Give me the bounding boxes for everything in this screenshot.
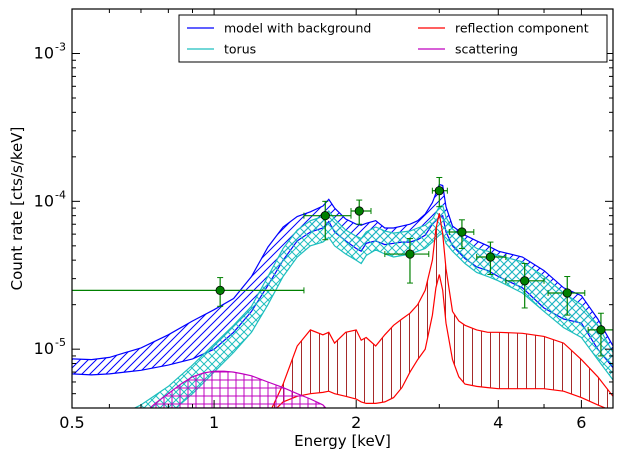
band-upper-model-with-background: [72, 183, 613, 361]
band-lower-scattering: [163, 407, 325, 408]
data-point-3: [350, 199, 372, 225]
legend-label-scattering: scattering: [455, 42, 518, 57]
band-scattering: [150, 371, 326, 408]
band-upper-scattering: [149, 370, 327, 408]
band-lower-reflection-component: [275, 274, 607, 408]
data-point-4: [384, 238, 430, 284]
legend-box: [178, 14, 608, 63]
x-tick-label: 6: [576, 413, 586, 432]
legend-label-model-with-background: model with background: [224, 21, 371, 36]
data-point-2: [303, 200, 352, 241]
y-tick-exponent: -5: [55, 336, 66, 349]
y-axis-label: Count rate [cts/s/keV]: [8, 127, 26, 291]
legend-label-reflection-component: reflection component: [455, 21, 589, 36]
x-tick-label: 0.5: [59, 413, 84, 432]
band-upper-reflection-component: [271, 213, 613, 408]
data-point-8: [505, 262, 545, 309]
y-tick-label: 10: [34, 339, 54, 358]
data-point-6: [448, 219, 475, 249]
x-axis-label: Energy [keV]: [294, 432, 391, 450]
x-tick-label: 2: [351, 413, 361, 432]
data-point-7: [476, 241, 507, 275]
band-torus: [134, 205, 613, 408]
data-point-10: [587, 312, 613, 357]
data-point-9: [547, 276, 586, 316]
data-point-1: [72, 277, 305, 307]
band-reflection-component: [271, 213, 613, 408]
data-point-5: [431, 176, 448, 208]
y-tick-label: 10: [34, 44, 54, 63]
band-model-with-background: [72, 184, 613, 375]
x-tick-label: 4: [493, 413, 503, 432]
y-tick-exponent: -4: [55, 188, 66, 201]
legend-label-torus: torus: [224, 42, 256, 57]
y-tick-label: 10: [34, 191, 54, 210]
x-tick-label: 1: [209, 413, 219, 432]
y-tick-exponent: -3: [55, 41, 66, 54]
